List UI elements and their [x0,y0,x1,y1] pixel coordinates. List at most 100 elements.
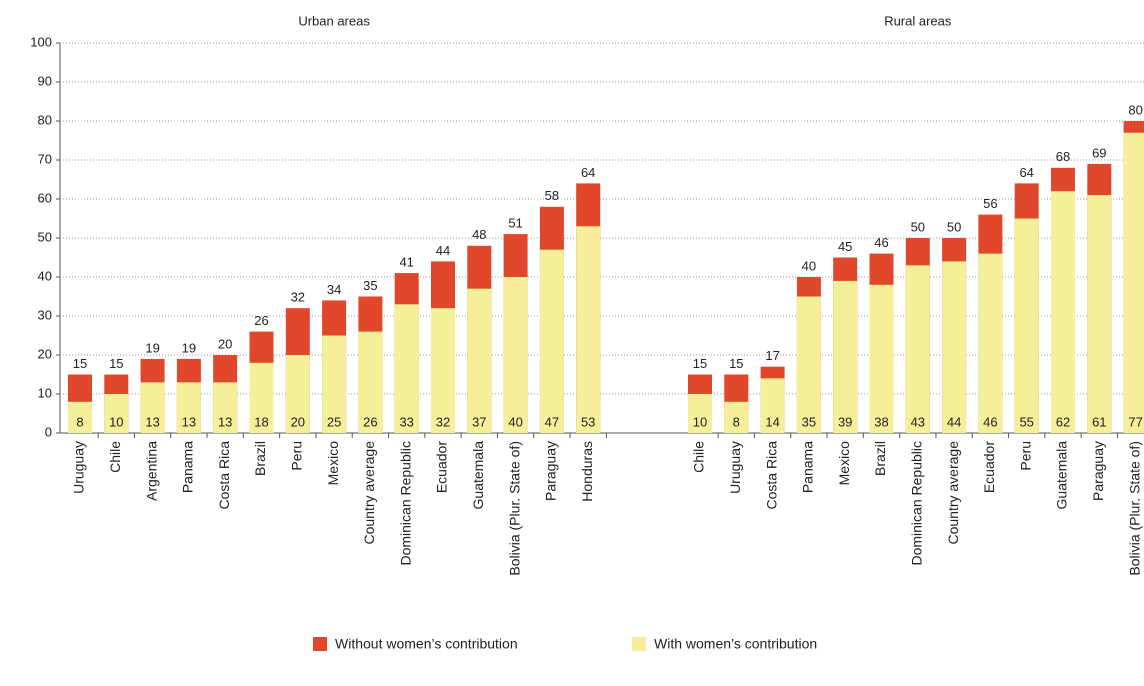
x-tick-label: Costa Rica [216,441,232,510]
bar [213,382,238,433]
bar [249,362,274,433]
bar [140,382,165,433]
bar [1051,191,1075,433]
bar [978,253,1003,433]
y-tick-label: 90 [38,73,52,88]
bar [394,304,419,433]
value-label: 15 [693,356,707,371]
value-label: 20 [218,336,232,351]
x-tick-label: Dominican Republic [909,441,925,566]
bar [322,335,347,433]
x-tick-label: Argentina [143,441,159,501]
y-tick-label: 50 [38,229,52,244]
value-label: 8 [76,414,83,429]
value-label: 39 [838,414,852,429]
x-tick-label: Paraguay [1090,441,1106,501]
x-tick-label: Mexico [325,441,341,486]
value-label: 14 [765,414,779,429]
x-tick-label: Costa Rica [763,441,779,510]
value-label: 32 [436,414,450,429]
value-label: 44 [436,243,450,258]
y-tick-label: 0 [45,424,52,439]
x-tick-label: Uruguay [71,441,87,494]
value-label: 33 [399,414,413,429]
y-tick-label: 70 [38,151,52,166]
value-label: 15 [109,356,123,371]
value-label: 55 [1019,414,1033,429]
value-label: 51 [508,216,522,231]
bar [358,331,383,433]
value-label: 10 [109,414,123,429]
value-label: 58 [545,188,559,203]
value-label: 61 [1092,414,1106,429]
value-label: 45 [838,239,852,254]
bar [1123,132,1144,433]
x-tick-label: Ecuador [434,441,450,493]
bar [467,288,492,433]
value-label: 15 [729,356,743,371]
bar [68,401,92,433]
value-label: 44 [947,414,961,429]
legend-label: With women’s contribution [654,636,817,652]
x-tick-label: Paraguay [543,441,559,501]
value-label: 64 [581,165,595,180]
x-tick-label: Chile [107,441,123,473]
value-label: 40 [508,414,522,429]
value-label: 64 [1019,165,1033,180]
value-label: 37 [472,414,486,429]
value-label: 77 [1128,414,1142,429]
x-tick-label: Panama [180,441,196,493]
value-label: 69 [1092,145,1106,160]
x-tick-label: Honduras [579,441,595,502]
x-tick-label: Guatemala [1054,441,1070,510]
value-label: 50 [947,219,961,234]
value-label: 13 [145,414,159,429]
x-tick-label: Chile [691,441,707,473]
value-label: 32 [291,290,305,305]
bar [796,296,821,433]
x-tick-label: Brazil [252,441,268,476]
x-tick-label: Panama [800,441,816,493]
value-label: 18 [254,414,268,429]
x-tick-label: Mexico [836,441,852,486]
bar [1087,195,1112,433]
x-tick-label: Country average [945,441,961,545]
y-tick-label: 10 [38,385,52,400]
x-tick-label: Guatemala [470,441,486,510]
x-tick-label: Peru [289,441,305,471]
value-label: 19 [182,340,196,355]
value-label: 40 [802,258,816,273]
y-tick-label: 60 [38,190,52,205]
bar [285,355,310,433]
value-label: 80 [1128,102,1142,117]
value-label: 25 [327,414,341,429]
bar [176,382,201,433]
value-label: 53 [581,414,595,429]
value-label: 17 [765,348,779,363]
value-label: 48 [472,227,486,242]
value-label: 43 [911,414,925,429]
value-label: 35 [363,278,377,293]
x-tick-label: Bolivia (Plur. State of) [506,441,522,576]
bar [431,308,455,433]
y-tick-label: 80 [38,112,52,127]
x-tick-label: Dominican Republic [397,441,413,566]
bar [539,249,564,433]
value-label: 19 [145,340,159,355]
value-label: 20 [291,414,305,429]
value-label: 15 [73,356,87,371]
bar [869,284,894,433]
y-tick-label: 100 [30,34,52,49]
bar [576,226,601,433]
x-tick-label: Country average [361,441,377,545]
bar [688,394,712,433]
value-label: 46 [983,414,997,429]
value-label: 8 [733,414,740,429]
value-label: 34 [327,282,341,297]
value-label: 35 [802,414,816,429]
value-label: 13 [182,414,196,429]
legend-label: Without women’s contribution [335,636,518,652]
y-tick-label: 30 [38,307,52,322]
value-label: 10 [693,414,707,429]
value-label: 56 [983,196,997,211]
